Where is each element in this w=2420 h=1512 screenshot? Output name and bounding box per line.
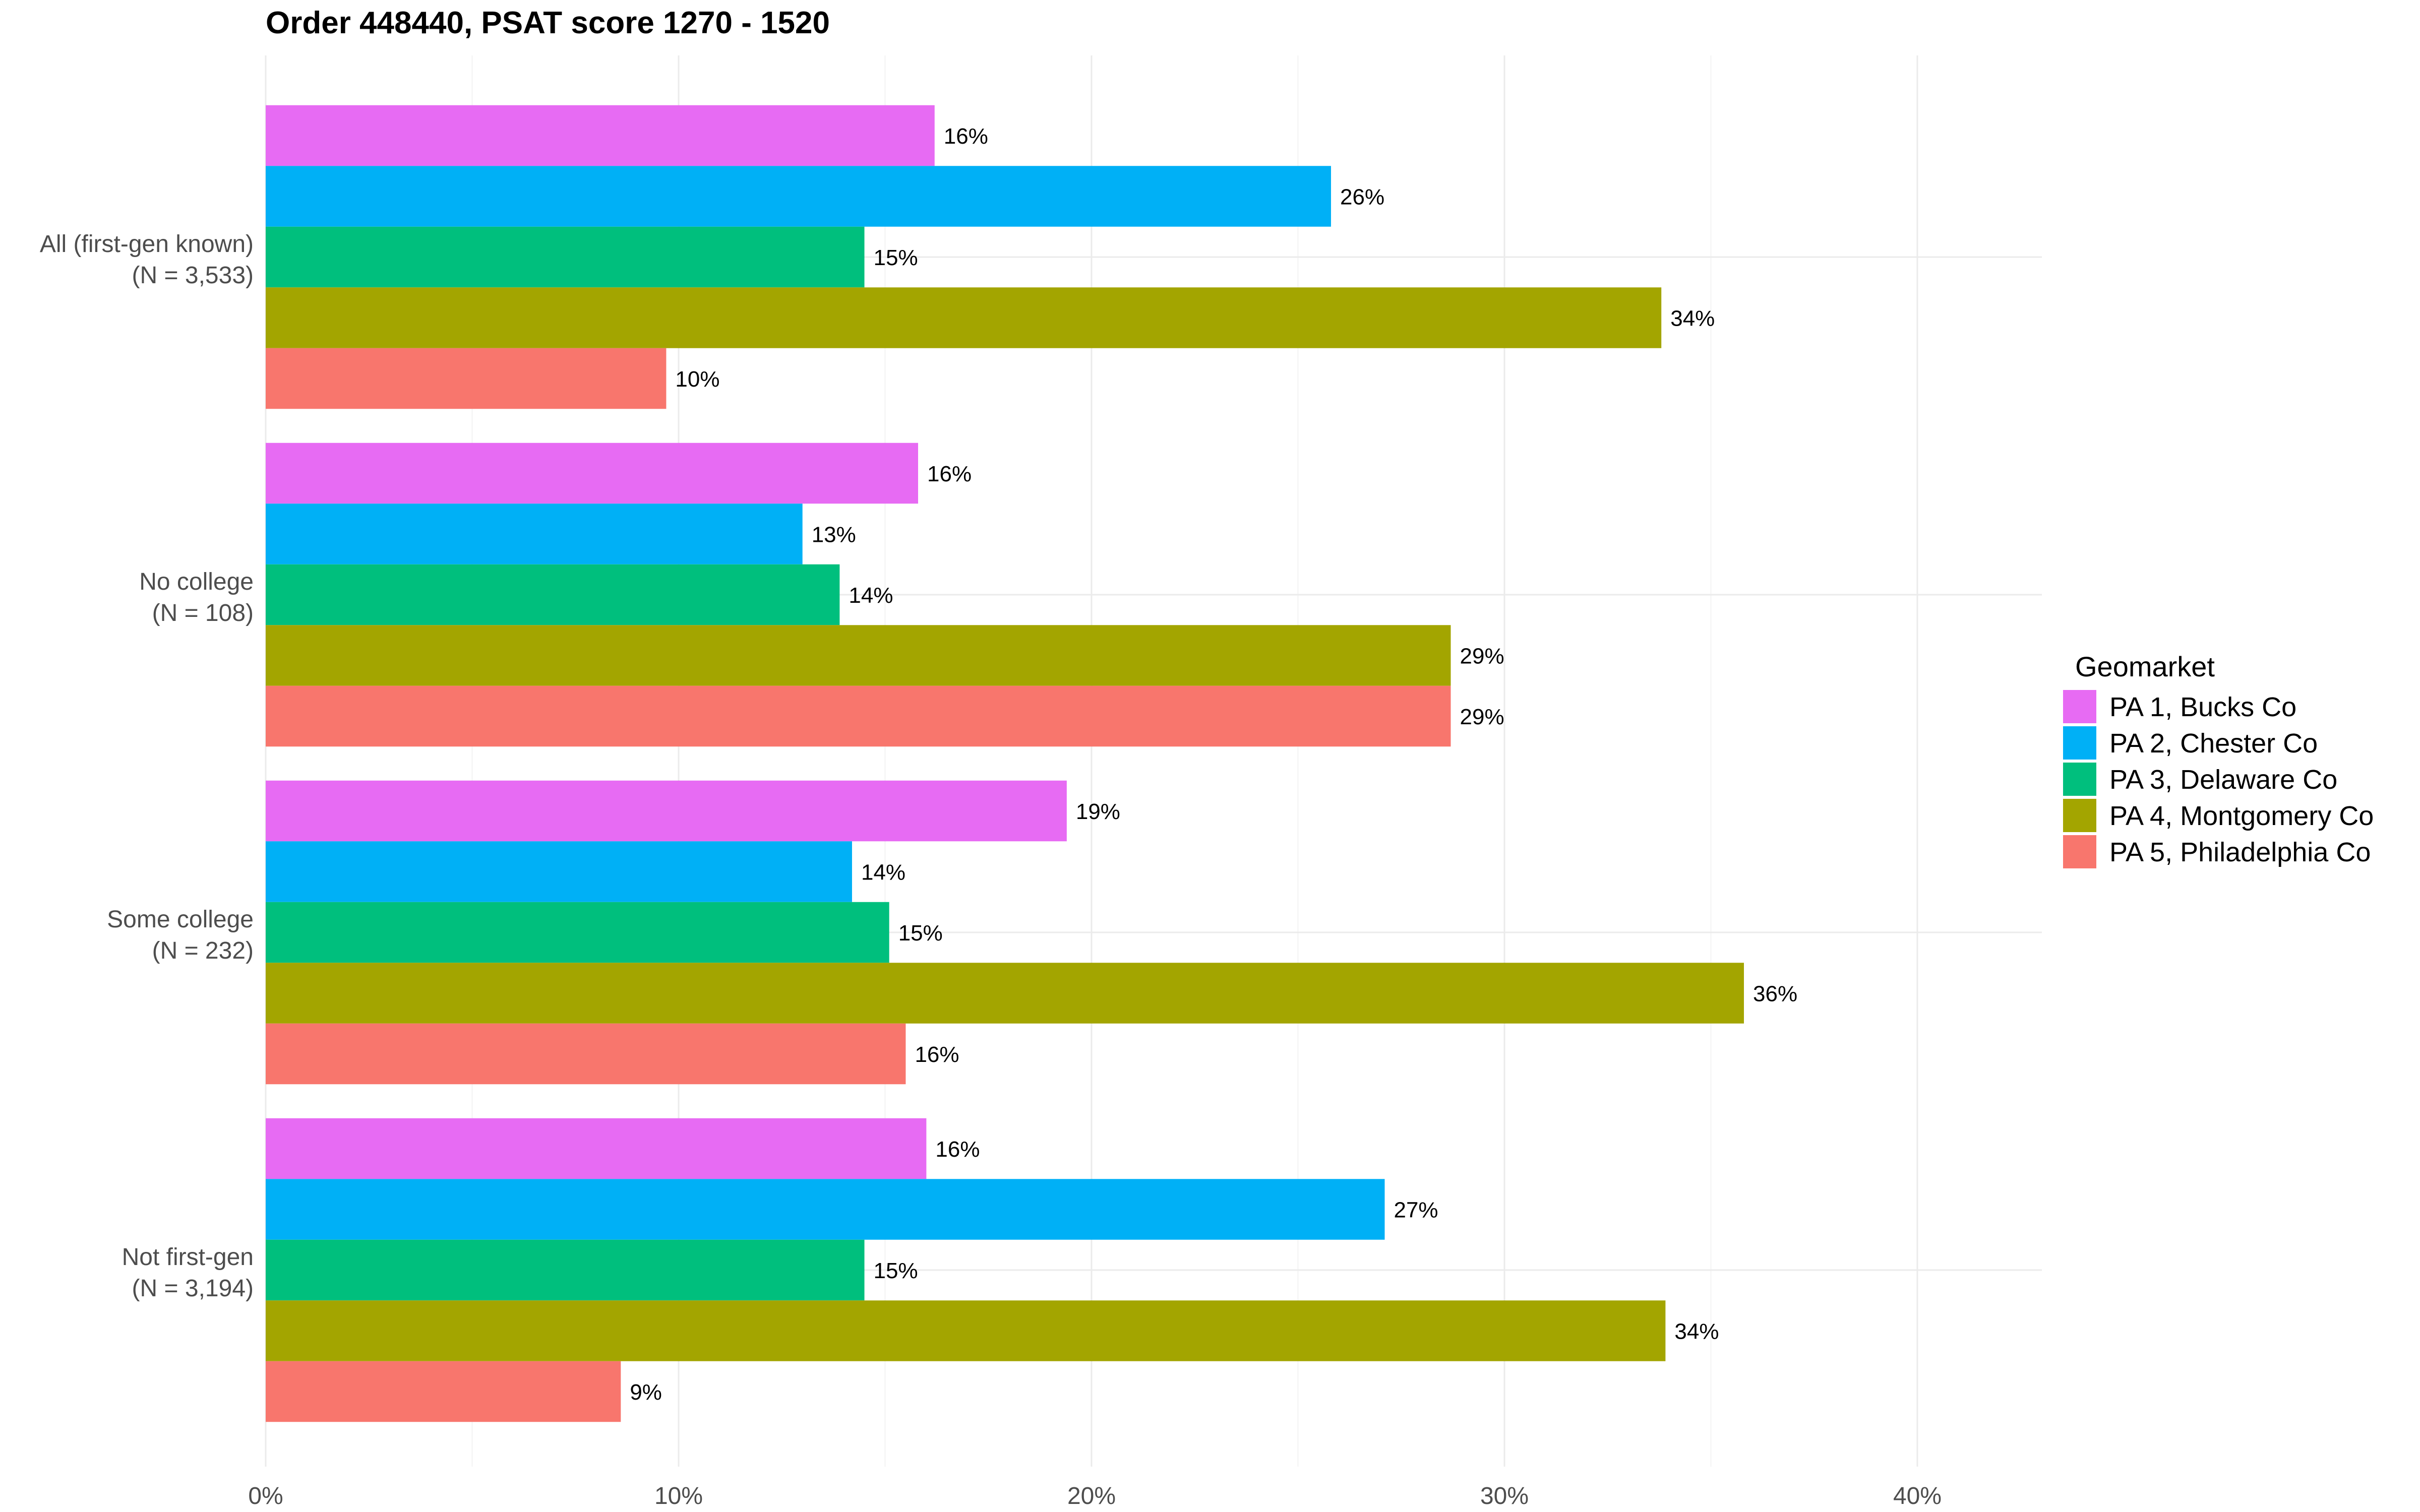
bar: [266, 226, 865, 288]
legend-label: PA 1, Bucks Co: [2109, 692, 2296, 722]
data-label: 29%: [1460, 705, 1504, 729]
data-label: 16%: [927, 462, 972, 486]
data-label: 19%: [1076, 799, 1120, 824]
legend-key: [2063, 835, 2096, 868]
data-label: 36%: [1753, 982, 1797, 1006]
legend-label: PA 4, Montgomery Co: [2109, 801, 2374, 831]
legend-key: [2063, 763, 2096, 796]
bar: [266, 963, 1744, 1024]
data-label: 14%: [849, 583, 893, 608]
data-label: 27%: [1394, 1198, 1438, 1223]
data-label: 9%: [630, 1380, 662, 1405]
bar: [266, 443, 919, 504]
bar: [266, 564, 840, 625]
data-label: 15%: [898, 921, 943, 946]
bars: [266, 105, 1744, 1422]
category-n-label: (N = 108): [152, 600, 254, 626]
legend-title: Geomarket: [2075, 651, 2215, 682]
legend-label: PA 3, Delaware Co: [2109, 765, 2337, 795]
data-label: 16%: [944, 124, 988, 149]
bar: [266, 1300, 1666, 1361]
data-label: 15%: [874, 245, 918, 270]
data-label: 16%: [935, 1137, 980, 1162]
category-label: Some college: [107, 906, 254, 933]
bar: [266, 287, 1662, 348]
bar: [266, 105, 935, 166]
legend-key: [2063, 726, 2096, 760]
data-label: 13%: [812, 523, 856, 547]
x-tick-label: 10%: [654, 1483, 703, 1509]
data-label: 15%: [874, 1258, 918, 1283]
legend-key: [2063, 799, 2096, 832]
x-tick-label: 20%: [1067, 1483, 1116, 1509]
category-n-label: (N = 232): [152, 937, 254, 964]
legend: Geomarket PA 1, Bucks Co PA 2, Chester Co…: [2063, 651, 2374, 868]
bar: [266, 1239, 865, 1301]
legend-key: [2063, 690, 2096, 723]
bar: [266, 625, 1451, 686]
bar: [266, 902, 889, 963]
legend-label: PA 5, Philadelphia Co: [2109, 837, 2371, 867]
category-axis-labels: All (first-gen known) (N = 3,533) No colle…: [40, 231, 254, 1302]
data-label: 26%: [1340, 185, 1384, 210]
data-label: 34%: [1674, 1319, 1719, 1344]
data-label: 29%: [1460, 644, 1504, 669]
bar: [266, 503, 803, 564]
x-tick-label: 0%: [248, 1483, 283, 1509]
bar: [266, 1179, 1385, 1240]
bar: [266, 685, 1451, 747]
bar: [266, 780, 1067, 842]
data-label: 14%: [861, 860, 905, 885]
data-label: 34%: [1670, 306, 1715, 331]
data-label: 10%: [675, 367, 719, 392]
category-label: No college: [139, 569, 254, 595]
data-label: 16%: [915, 1042, 959, 1067]
bar: [266, 348, 667, 409]
bar: [266, 841, 852, 902]
category-label: All (first-gen known): [40, 231, 254, 258]
bar: [266, 1023, 906, 1085]
x-axis-tick-labels: 0% 10% 20% 30% 40%: [248, 1483, 1942, 1509]
bar: [266, 166, 1332, 227]
category-n-label: (N = 3,533): [132, 262, 254, 289]
legend-label: PA 2, Chester Co: [2109, 728, 2318, 759]
bar: [266, 1118, 927, 1179]
bar: [266, 1361, 621, 1422]
chart-title: Order 448440, PSAT score 1270 - 1520: [266, 6, 830, 40]
x-tick-label: 40%: [1893, 1483, 1942, 1509]
data-labels: 16% 26% 15% 34% 10% 16% 13% 14% 29% 29% 19% 14% 15% 3…: [630, 124, 1797, 1405]
category-n-label: (N = 3,194): [132, 1275, 254, 1302]
category-label: Not first-gen: [122, 1244, 254, 1271]
x-tick-label: 30%: [1480, 1483, 1529, 1509]
